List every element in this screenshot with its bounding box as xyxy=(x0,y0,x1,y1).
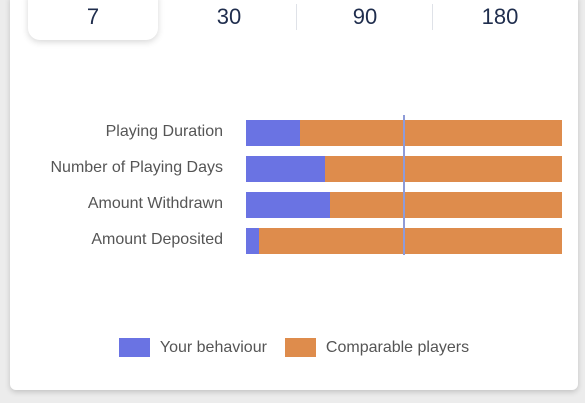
tab-divider xyxy=(296,4,297,30)
chart-legend: Your behaviour Comparable players xyxy=(10,338,578,357)
bar-number-of-playing-days xyxy=(246,156,562,182)
bar-segment-comparable-players xyxy=(325,156,562,182)
bar-segment-comparable-players xyxy=(329,192,562,218)
legend-label-comparable-players: Comparable players xyxy=(325,338,470,356)
bar-amount-deposited xyxy=(246,228,562,254)
tab-180-days[interactable]: 180 xyxy=(481,4,519,29)
tab-divider xyxy=(432,4,433,30)
bar-amount-withdrawn xyxy=(246,192,562,218)
bar-playing-duration xyxy=(246,120,562,146)
legend-item-comparable-players: Comparable players xyxy=(284,338,470,357)
bar-label-number-of-playing-days: Number of Playing Days xyxy=(50,159,223,176)
legend-swatch-comparable-players xyxy=(284,338,316,357)
bar-segment-comparable-players xyxy=(299,120,562,146)
legend-swatch-your-behaviour xyxy=(118,338,150,357)
tab-30-days[interactable]: 30 xyxy=(216,4,242,29)
bar-label-amount-deposited: Amount Deposited xyxy=(91,231,223,248)
bar-segment-your-behaviour xyxy=(246,228,259,254)
reference-line xyxy=(403,115,405,255)
bar-label-playing-duration: Playing Duration xyxy=(105,123,223,140)
legend-item-your-behaviour: Your behaviour xyxy=(118,338,267,357)
period-tabs: 7 30 90 180 xyxy=(28,0,572,40)
bar-label-amount-withdrawn: Amount Withdrawn xyxy=(87,195,223,212)
tab-90-days[interactable]: 90 xyxy=(352,4,378,29)
bar-segment-your-behaviour xyxy=(246,192,330,218)
legend-label-your-behaviour: Your behaviour xyxy=(159,338,267,356)
bar-segment-comparable-players xyxy=(258,228,562,254)
bar-segment-your-behaviour xyxy=(246,120,300,146)
bar-segment-your-behaviour xyxy=(246,156,325,182)
behaviour-comparison-card: 7 30 90 180 Playing Duration Number of P… xyxy=(10,0,578,390)
tab-7-days[interactable]: 7 xyxy=(28,0,158,40)
